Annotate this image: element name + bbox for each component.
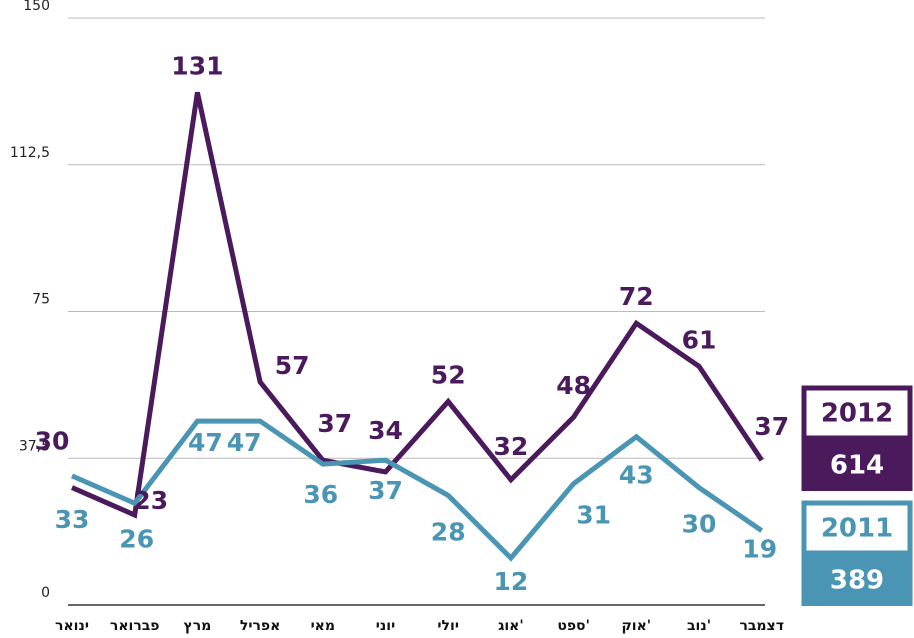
value-label: 48 (556, 371, 591, 400)
x-tick-label: אוג' (498, 618, 524, 634)
value-label: 47 (188, 428, 223, 457)
value-label: 37 (368, 476, 403, 505)
value-label: 131 (171, 51, 223, 80)
x-tick-label: יולי (437, 618, 459, 634)
value-label: 61 (682, 325, 717, 354)
value-label: 31 (576, 501, 611, 530)
legend-box (801, 500, 913, 556)
value-label: 37 (317, 409, 352, 438)
x-tick-label: ספט' (557, 618, 590, 634)
y-tick-label: 37,5 (19, 438, 50, 454)
y-tick-label: 75 (32, 292, 50, 308)
y-tick-label: 112,5 (10, 145, 50, 161)
x-tick-label: פברואר (110, 618, 160, 634)
value-label: 28 (431, 517, 466, 546)
value-label: 72 (619, 282, 654, 311)
x-tick-label: אפריל (240, 618, 280, 634)
x-tick-label: יוני (376, 618, 395, 634)
x-tick-label: דצמבר (739, 618, 783, 634)
y-tick-label: 0 (41, 585, 50, 601)
line (70, 91, 764, 519)
x-tick-label: מרץ (183, 618, 211, 634)
legend-total: 389 (830, 566, 884, 596)
value-label: 23 (133, 486, 168, 515)
value-label: 32 (494, 432, 529, 461)
value-label: 47 (227, 428, 262, 457)
value-label: 36 (303, 480, 338, 509)
y-tick-label: 150 (23, 0, 50, 14)
legend-total-box (801, 553, 913, 606)
legend-name: 2011 (821, 514, 893, 544)
value-label: 19 (742, 535, 777, 564)
value-label: 52 (431, 361, 466, 390)
legend-total: 614 (830, 451, 884, 481)
legend-name: 2012 (821, 399, 893, 429)
x-tick-label: אוק' (621, 618, 651, 634)
legend-total-box (801, 438, 913, 491)
value-label: 33 (55, 505, 90, 534)
value-label: 43 (619, 461, 654, 490)
x-tick-label: ינואר (55, 618, 89, 634)
value-label: 30 (682, 510, 717, 539)
value-label: 57 (275, 351, 310, 380)
x-tick-label: נוב' (687, 618, 711, 634)
line (70, 418, 764, 562)
value-label: 12 (494, 567, 529, 596)
value-label: 37 (754, 412, 789, 441)
x-tick-label: מאי (311, 618, 335, 634)
value-label: 30 (35, 427, 70, 456)
value-label: 34 (368, 416, 403, 445)
value-label: 26 (119, 524, 154, 553)
